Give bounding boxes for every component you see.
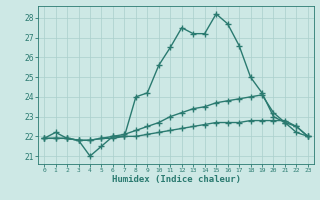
X-axis label: Humidex (Indice chaleur): Humidex (Indice chaleur) <box>111 175 241 184</box>
